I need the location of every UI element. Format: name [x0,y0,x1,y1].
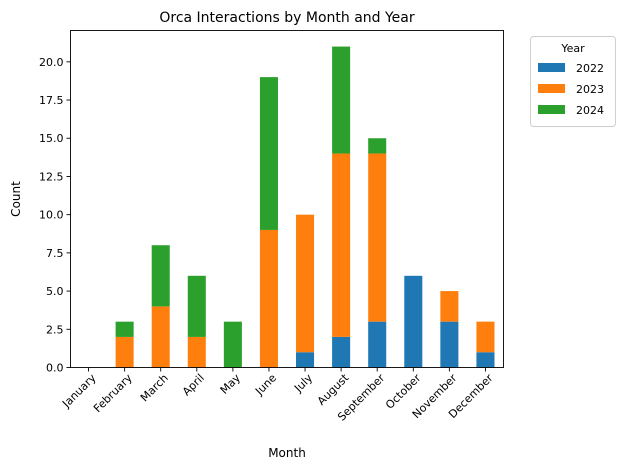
y-tick-label: 20.0 [39,56,64,69]
bar-april-2023 [187,336,206,368]
y-tick-label: 0.0 [46,362,64,375]
legend-swatch-2022 [538,63,565,72]
bar-september-2023 [368,153,387,322]
bar-february-2024 [115,321,134,337]
y-axis-label: Count [9,181,23,217]
y-tick-label: 2.5 [46,323,64,336]
bar-april-2024 [187,275,206,337]
bar-may-2024 [223,321,242,368]
bar-october-2022 [404,275,423,368]
y-tick-label: 5.0 [46,285,64,298]
chart-title: Orca Interactions by Month and Year [159,10,415,26]
bar-september-2022 [368,321,387,368]
x-tick-label-february: February [91,371,135,415]
y-tick-label: 15.0 [39,132,64,145]
x-tick-label-may: May [218,371,244,397]
bar-august-2022 [332,336,351,368]
bar-march-2023 [151,306,170,368]
bar-december-2022 [476,352,495,368]
bars-group [115,46,495,368]
plot-frame [70,30,504,368]
y-tick-label: 7.5 [46,247,64,260]
bar-november-2022 [440,321,459,368]
legend-label-2022: 2022 [576,62,604,75]
bar-march-2024 [151,245,170,307]
legend-swatch-2023 [538,84,565,93]
x-tick-label-june: June [252,371,279,398]
bar-june-2023 [259,229,278,368]
bar-july-2023 [296,214,315,353]
bar-july-2022 [296,352,315,368]
y-tick-label: 12.5 [39,170,64,183]
y-tick-label: 17.5 [39,94,64,107]
bar-june-2024 [259,77,278,230]
legend: Year 2022 2023 2024 [530,36,616,127]
bar-december-2023 [476,321,495,353]
x-tick-label-april: April [180,371,207,398]
legend-label-2024: 2024 [576,104,604,117]
bar-august-2024 [332,46,351,154]
bar-november-2023 [440,291,459,322]
legend-title: Year [560,42,585,55]
y-tick-label: 10.0 [39,209,64,222]
legend-label-2023: 2023 [576,83,604,96]
bar-february-2023 [115,336,134,368]
y-axis-ticks: 0.0 2.5 5.0 7.5 10.0 12.5 15.0 17.5 20.0 [39,56,71,375]
x-tick-label-july: July [291,371,315,395]
legend-frame [530,36,616,127]
bar-august-2023 [332,153,351,337]
legend-swatch-2024 [538,105,565,114]
bar-september-2024 [368,138,387,154]
x-tick-label-march: March [138,371,171,404]
x-axis-label: Month [268,446,306,460]
